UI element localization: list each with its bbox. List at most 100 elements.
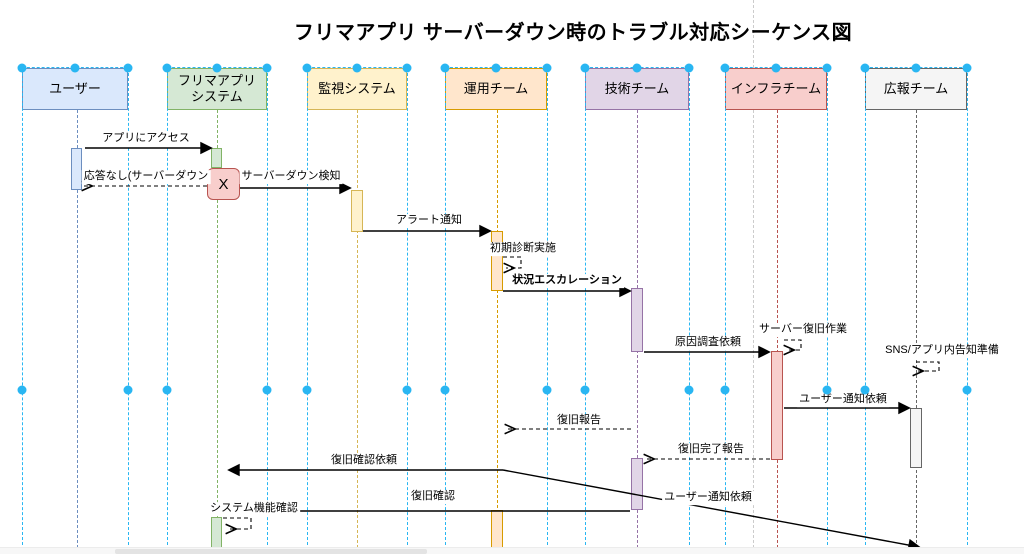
selection-edge-user: [128, 68, 129, 550]
selection-edge-monitoring-system: [407, 68, 408, 550]
selection-handle-monitoring-system[interactable]: [302, 63, 312, 73]
participant-label-tech-team: 技術チーム: [604, 80, 670, 96]
selection-edge-app-system: [167, 68, 168, 550]
lifeline-monitoring-system[interactable]: [357, 110, 358, 548]
selection-handle-pr-team[interactable]: [860, 385, 870, 395]
selection-handle-user[interactable]: [70, 63, 80, 73]
message-label-situation-escalation: 状況エスカレーション: [510, 274, 624, 288]
selection-handle-app-system[interactable]: [162, 385, 172, 395]
selection-edge-monitoring-system: [307, 68, 308, 550]
message-line-user-notify-request-2[interactable]: [502, 469, 921, 552]
selection-edge-tech-team: [689, 68, 690, 550]
selection-handle-app-system[interactable]: [262, 385, 272, 395]
selection-handle-user[interactable]: [123, 63, 133, 73]
activation-bar-pr-team[interactable]: [910, 408, 922, 468]
participant-tech-team[interactable]: 技術チーム: [585, 68, 689, 110]
lifeline-app-system[interactable]: [217, 110, 218, 548]
lifeline-ops-team[interactable]: [497, 110, 498, 548]
activation-bar-infra-team[interactable]: [771, 351, 783, 460]
selection-handle-app-system[interactable]: [212, 63, 222, 73]
selection-handle-ops-team[interactable]: [542, 63, 552, 73]
selection-handle-monitoring-system[interactable]: [402, 63, 412, 73]
selection-handle-infra-team[interactable]: [822, 63, 832, 73]
message-label-server-down-detected: サーバーダウン検知: [239, 170, 343, 184]
message-label-recovery-complete-report: 復旧完了報告: [676, 443, 746, 457]
destroy-marker[interactable]: X: [207, 168, 240, 200]
message-line-server-recovery-work[interactable]: [783, 339, 802, 356]
selection-handle-app-system[interactable]: [162, 63, 172, 73]
selection-handle-monitoring-system[interactable]: [352, 63, 362, 73]
selection-handle-monitoring-system[interactable]: [302, 385, 312, 395]
selection-edge-pr-team: [967, 68, 968, 550]
selection-edge-app-system: [267, 68, 268, 550]
participant-label-user: ユーザー: [49, 80, 101, 96]
selection-handle-user[interactable]: [123, 385, 133, 395]
message-label-cause-investigation: 原因調査依頼: [673, 336, 743, 350]
participant-label-pr-team: 広報チーム: [883, 80, 949, 96]
selection-handle-tech-team[interactable]: [580, 385, 590, 395]
message-label-initial-diagnosis: 初期診断実施: [488, 242, 558, 256]
selection-handle-app-system[interactable]: [262, 63, 272, 73]
selection-edge-infra-team: [827, 68, 828, 550]
participant-user[interactable]: ユーザー: [22, 68, 128, 110]
selection-handle-infra-team[interactable]: [720, 63, 730, 73]
selection-handle-monitoring-system[interactable]: [402, 385, 412, 395]
selection-handle-infra-team[interactable]: [822, 385, 832, 395]
message-label-user-notify-request-1: ユーザー通知依頼: [797, 393, 889, 407]
participant-app-system[interactable]: フリマアプリ システム: [167, 68, 267, 110]
activation-bar-user[interactable]: [71, 148, 82, 190]
selection-handle-tech-team[interactable]: [684, 385, 694, 395]
activation-bar-tech-team[interactable]: [631, 458, 643, 510]
horizontal-scrollbar-thumb[interactable]: [115, 549, 427, 554]
message-line-sns-notice-preparation[interactable]: [912, 361, 940, 377]
lifeline-user[interactable]: [77, 110, 78, 548]
activation-bar-app-system[interactable]: [211, 148, 222, 168]
activation-bar-ops-team[interactable]: [491, 231, 503, 291]
message-label-access-app: アプリにアクセス: [100, 132, 192, 146]
page-divider-line: [753, 0, 754, 548]
selection-handle-infra-team[interactable]: [720, 385, 730, 395]
message-line-system-function-check[interactable]: [223, 517, 252, 535]
selection-edge-ops-team: [547, 68, 548, 550]
selection-handle-pr-team[interactable]: [962, 385, 972, 395]
participant-ops-team[interactable]: 運用チーム: [445, 68, 547, 110]
diagram-title: フリマアプリ サーバーダウン時のトラブル対応シーケンス図: [293, 22, 853, 44]
selection-handle-user[interactable]: [17, 63, 27, 73]
participant-label-app-system: フリマアプリ システム: [177, 72, 256, 104]
selection-handle-tech-team[interactable]: [580, 63, 590, 73]
selection-edge-user: [22, 68, 23, 550]
participant-monitoring-system[interactable]: 監視システム: [307, 68, 407, 110]
horizontal-scrollbar-track[interactable]: [0, 547, 1024, 554]
participant-label-infra-team: インフラチーム: [730, 80, 822, 96]
selection-handle-pr-team[interactable]: [911, 63, 921, 73]
selection-handle-pr-team[interactable]: [860, 63, 870, 73]
selection-handle-ops-team[interactable]: [542, 385, 552, 395]
message-label-no-response: 応答なし(サーバーダウン: [81, 170, 211, 184]
participant-label-ops-team: 運用チーム: [463, 80, 529, 96]
selection-handle-ops-team[interactable]: [491, 63, 501, 73]
message-label-recovery-confirm-request: 復旧確認依頼: [329, 454, 399, 468]
participant-pr-team[interactable]: 広報チーム: [865, 68, 967, 110]
selection-handle-tech-team[interactable]: [632, 63, 642, 73]
activation-bar-tech-team[interactable]: [631, 288, 643, 352]
selection-handle-pr-team[interactable]: [962, 63, 972, 73]
message-line-initial-diagnosis[interactable]: [503, 256, 522, 274]
message-label-sns-notice-preparation: SNS/アプリ内告知準備: [883, 344, 1001, 358]
selection-handle-ops-team[interactable]: [440, 385, 450, 395]
message-label-recovery-confirm: 復旧確認: [409, 490, 457, 504]
lifeline-pr-team[interactable]: [916, 110, 917, 548]
selection-edge-infra-team: [725, 68, 726, 550]
selection-handle-tech-team[interactable]: [684, 63, 694, 73]
selection-handle-ops-team[interactable]: [440, 63, 450, 73]
participant-label-monitoring-system: 監視システム: [318, 80, 396, 96]
message-label-recovery-report: 復旧報告: [555, 414, 603, 428]
activation-bar-monitoring-system[interactable]: [351, 190, 363, 232]
message-label-server-recovery-work: サーバー復旧作業: [757, 323, 849, 337]
destroy-marker-label: X: [218, 175, 229, 193]
message-label-user-notify-request-2: ユーザー通知依頼: [662, 491, 754, 505]
selection-handle-user[interactable]: [17, 385, 27, 395]
selection-handle-infra-team[interactable]: [771, 63, 781, 73]
participant-infra-team[interactable]: インフラチーム: [725, 68, 827, 110]
message-label-system-function-check: システム機能確認: [208, 502, 300, 516]
